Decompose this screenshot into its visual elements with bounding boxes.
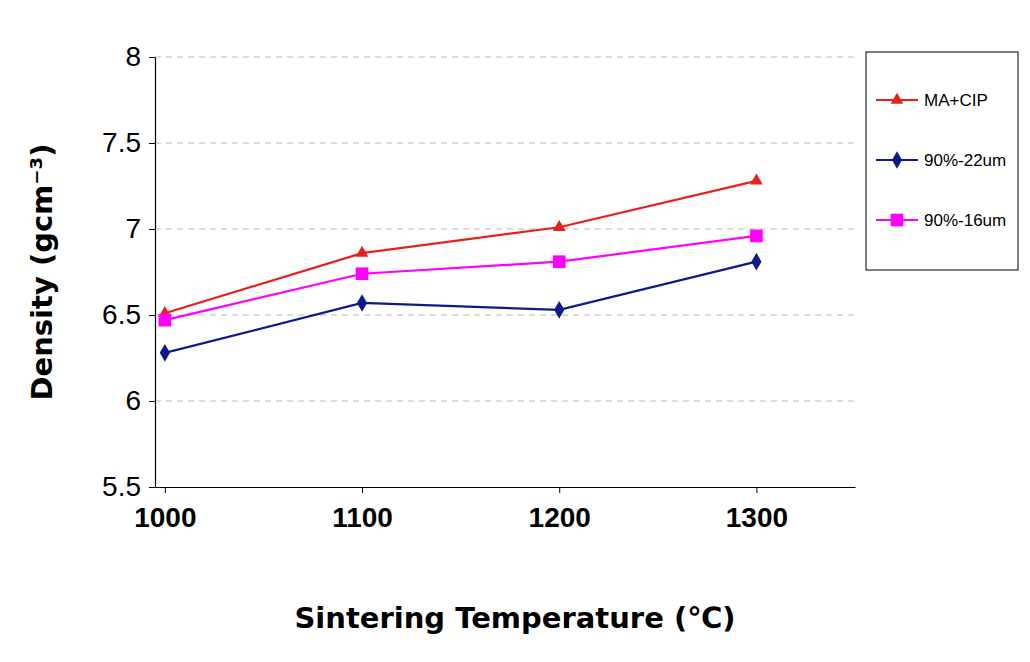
marker [553,220,566,231]
series-line [165,262,757,353]
y-tick-label: 6 [125,385,141,416]
legend-label: 90%-22um [924,151,1006,170]
y-tick: 6 [125,385,155,416]
grid-line [155,143,855,144]
y-tick: 7 [125,213,155,244]
y-tick-mark [149,487,155,488]
y-tick: 7.5 [102,127,155,158]
marker [159,314,172,327]
legend-marker [891,93,904,104]
y-tick-label: 6.5 [102,299,141,330]
chart: 5.5 6 6.5 7 7.5 8 1000 1100 1200 1300 Sintering Te… [0,0,1030,662]
legend-entry: MA+CIP [876,91,988,110]
marker [553,255,566,268]
x-tick-mark [362,487,363,493]
grid-line [155,315,855,316]
x-tick-mark [756,487,757,493]
marker [160,344,170,362]
y-axis-title: Density (gcm⁻³) [25,143,59,400]
x-tick-label: 1000 [134,502,196,533]
y-tick: 5.5 [102,471,155,502]
legend-entry: 90%-16um [876,211,1006,230]
legend-entry: 90%-22um [876,151,1006,170]
y-tick-mark [149,315,155,316]
y-tick: 6.5 [102,299,155,330]
y-tick-mark [149,143,155,144]
y-tick: 8 [125,41,155,72]
y-tick-label: 7 [125,213,141,244]
legend-marker [892,151,902,169]
marker [751,253,761,271]
x-tick: 1200 [529,487,591,533]
grid [155,57,855,401]
legend-marker [891,214,904,227]
marker [357,294,367,312]
marker [554,301,564,319]
y-axis: 5.5 6 6.5 7 7.5 8 [102,41,155,502]
x-tick: 1100 [332,487,393,533]
y-tick-label: 5.5 [102,471,141,502]
grid-line [155,229,855,230]
x-tick-mark [165,487,166,493]
grid-line [155,401,855,402]
y-tick-mark [149,57,155,58]
x-tick-label: 1100 [332,502,393,533]
legend-box [866,52,1018,270]
plot-area [159,173,763,361]
y-tick-label: 7.5 [102,127,141,158]
x-tick-mark [559,487,560,493]
x-tick-label: 1200 [529,502,591,533]
marker [750,230,763,243]
x-tick: 1300 [726,487,788,533]
grid-line [155,57,855,58]
marker [750,173,763,184]
x-axis: 1000 1100 1200 1300 [134,487,855,533]
x-tick-label: 1300 [726,502,788,533]
x-axis-title: Sintering Temperature (℃) [294,601,735,635]
marker [356,246,369,257]
x-axis-line [156,487,856,488]
y-axis-line [155,58,156,488]
legend-label: MA+CIP [924,91,988,110]
y-tick-label: 8 [125,41,141,72]
y-tick-mark [149,229,155,230]
x-tick: 1000 [134,487,196,533]
legend-label: 90%-16um [924,211,1006,230]
legend: MA+CIP 90%-22um 90%-16um [866,52,1018,270]
series-line [165,236,757,320]
y-tick-mark [149,401,155,402]
marker [356,267,369,280]
